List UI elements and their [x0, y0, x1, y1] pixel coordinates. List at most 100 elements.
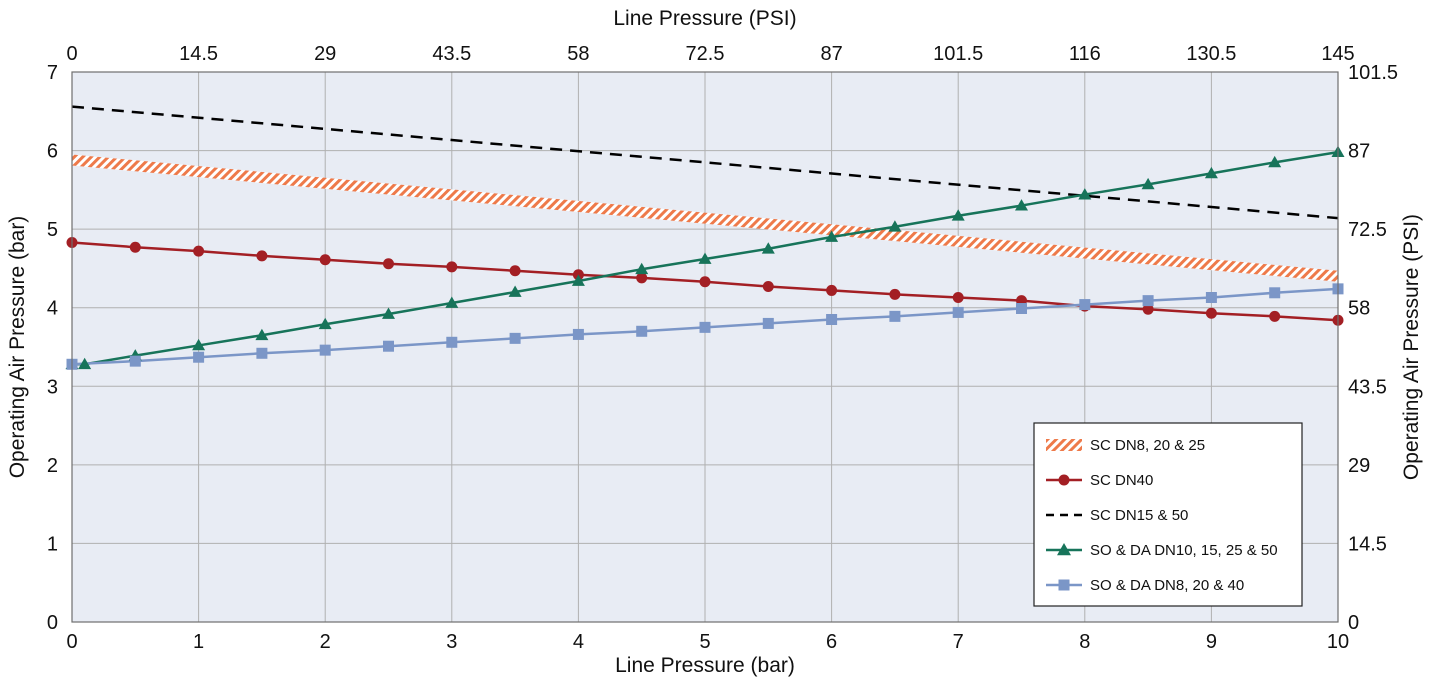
top-tick-label: 0 [66, 43, 77, 65]
bottom-tick-label: 10 [1327, 631, 1349, 653]
data-point-square [572, 328, 584, 340]
data-point-square [129, 355, 141, 367]
x-axis-title-bar: Line Pressure (bar) [615, 654, 795, 677]
legend-marker-triangle [1057, 543, 1071, 556]
data-point-square [699, 321, 711, 333]
data-point-triangle [445, 296, 459, 308]
left-tick-label: 4 [47, 298, 58, 320]
bottom-tick-label: 1 [193, 631, 204, 653]
top-tick-label: 72.5 [686, 43, 725, 65]
data-point-circle [762, 281, 774, 292]
left-tick-label: 6 [47, 141, 58, 163]
data-point-triangle [1078, 188, 1092, 200]
marker-layer [65, 145, 1345, 370]
data-point-circle [1205, 307, 1217, 319]
bottom-tick-label: 8 [1079, 631, 1090, 653]
bottom-tick-label: 7 [953, 631, 964, 653]
top-tick-label: 101.5 [933, 43, 983, 65]
data-point-triangle [78, 357, 92, 370]
data-point-circle [699, 276, 711, 288]
left-tick-label: 0 [47, 612, 58, 634]
data-point-square [383, 340, 394, 352]
left-tick-label: 2 [47, 455, 58, 477]
data-point-circle [383, 258, 394, 270]
data-point-triangle [761, 242, 775, 254]
legend-swatch-hatched [1046, 439, 1082, 451]
data-point-triangle [1204, 166, 1218, 179]
top-tick-label: 58 [567, 43, 589, 65]
data-point-circle [446, 261, 458, 273]
data-point-square [1142, 295, 1154, 307]
data-point-triangle [1141, 177, 1155, 190]
left-tick-label: 5 [47, 219, 58, 241]
data-point-circle [826, 284, 838, 296]
data-point-square [826, 314, 838, 325]
right-tick-label: 87 [1348, 141, 1370, 163]
data-point-circle [509, 265, 521, 277]
data-point-square [1016, 303, 1027, 314]
legend-label: SO & DA DN8, 20 & 40 [1090, 577, 1244, 594]
plot-border [71, 71, 1339, 623]
y-axis-title-bar: Operating Air Pressure (bar) [6, 216, 29, 479]
data-point-triangle [635, 262, 649, 275]
data-point-circle [952, 292, 964, 303]
bottom-tick-label: 6 [826, 631, 837, 653]
data-point-triangle [571, 274, 585, 286]
top-tick-label: 130.5 [1186, 43, 1236, 65]
legend-marker-square [1058, 579, 1070, 591]
data-point-square [636, 325, 648, 337]
data-point-circle [319, 254, 331, 266]
data-point-triangle [888, 220, 902, 232]
tick-labels: 00114.5229343.5458572.56877101.581169130… [47, 43, 1398, 653]
right-tick-label: 101.5 [1348, 62, 1398, 84]
bottom-tick-label: 9 [1206, 631, 1217, 653]
right-tick-label: 29 [1348, 455, 1370, 477]
data-point-circle [889, 288, 901, 300]
top-tick-label: 29 [314, 43, 336, 65]
data-point-triangle [255, 328, 269, 341]
right-tick-label: 0 [1348, 612, 1359, 634]
bottom-tick-label: 4 [573, 631, 584, 653]
top-tick-label: 43.5 [432, 43, 471, 65]
data-point-square [1269, 287, 1281, 299]
data-point-square [256, 347, 268, 359]
top-tick-label: 87 [820, 43, 842, 65]
data-point-square [193, 351, 205, 363]
data-point-triangle [508, 285, 522, 297]
top-tick-label: 145 [1321, 43, 1354, 65]
bottom-tick-label: 5 [699, 631, 710, 653]
data-point-square [762, 317, 774, 329]
x-axis-title-psi: Line Pressure (PSI) [613, 7, 796, 30]
legend-marker-circle [1058, 474, 1070, 486]
left-tick-label: 7 [47, 62, 58, 84]
data-point-square [952, 306, 964, 318]
series-sc-dn8-20-25-band [72, 154, 1338, 282]
series-so-da-dn10-15-25-50-line [72, 150, 1338, 366]
data-point-triangle [698, 252, 712, 264]
right-tick-label: 58 [1348, 298, 1370, 320]
legend-label: SC DN15 & 50 [1090, 507, 1188, 524]
y-axis-title-psi: Operating Air Pressure (PSI) [1400, 214, 1423, 480]
data-point-square [1205, 292, 1217, 303]
bottom-tick-label: 2 [320, 631, 331, 653]
data-point-circle [256, 250, 268, 262]
left-tick-label: 1 [47, 533, 58, 555]
data-point-triangle [192, 338, 206, 351]
right-tick-label: 72.5 [1348, 219, 1387, 241]
data-point-circle [129, 241, 141, 253]
right-tick-label: 14.5 [1348, 533, 1387, 555]
data-point-square [319, 344, 331, 356]
data-point-triangle [825, 230, 839, 242]
data-point-triangle [951, 209, 965, 221]
series-sc-dn15-50-line [72, 105, 1338, 220]
data-point-square [889, 310, 901, 322]
data-point-circle [193, 245, 205, 257]
top-tick-label: 14.5 [179, 43, 218, 65]
top-tick-label: 116 [1069, 43, 1101, 65]
data-point-square [1079, 299, 1091, 311]
data-point-circle [636, 272, 648, 284]
data-point-triangle [318, 317, 332, 330]
legend: SC DN8, 20 & 25 SC DN40 SC DN15 & 50 SO & D… [1033, 422, 1303, 607]
